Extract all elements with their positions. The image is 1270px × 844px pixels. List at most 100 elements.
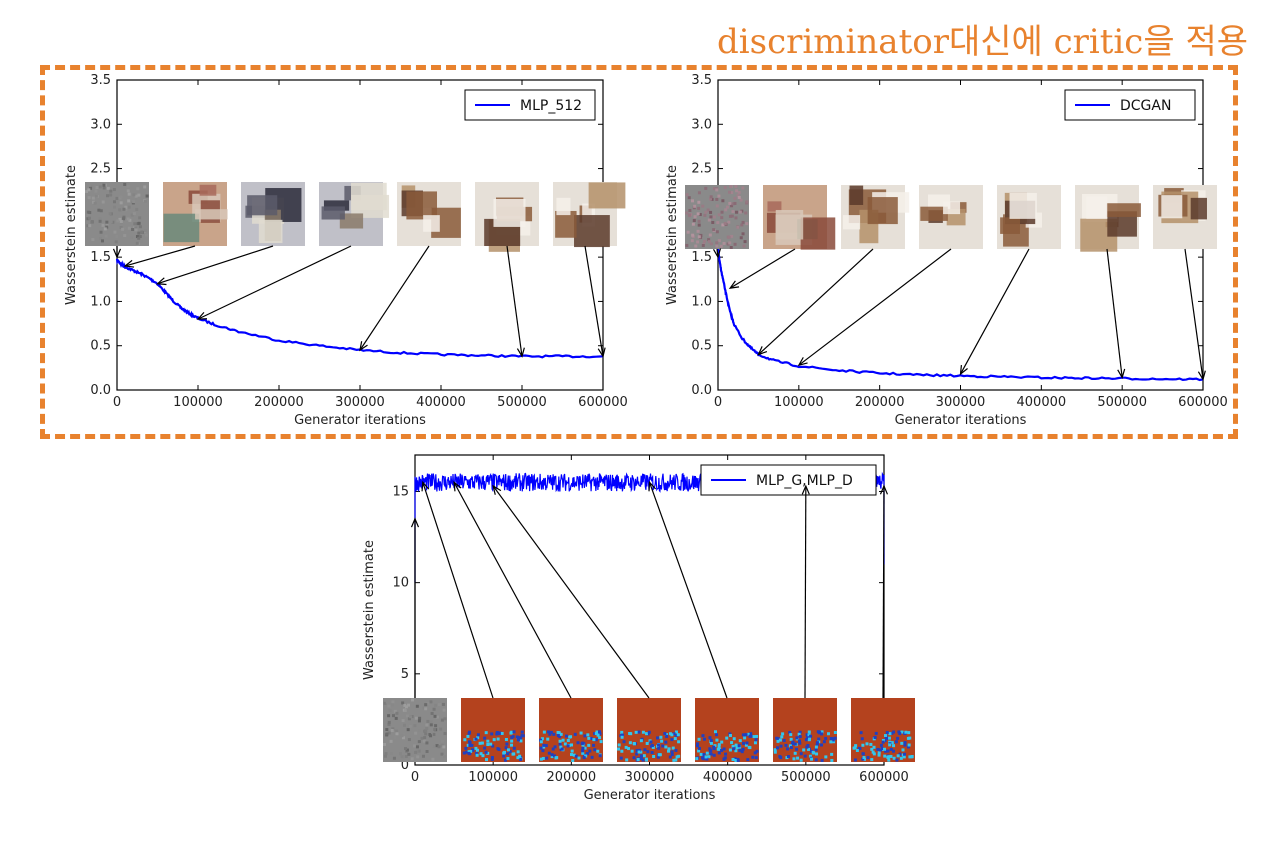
noise-speck <box>99 230 103 234</box>
noise-speck <box>122 215 126 219</box>
noise-speck <box>91 184 95 188</box>
collapsed-speck <box>592 743 596 747</box>
y-tick-label: 1.0 <box>90 294 111 309</box>
noise-speck <box>692 219 696 223</box>
collapsed-speck <box>469 749 473 753</box>
collapsed-speck <box>715 738 719 742</box>
noise-speck <box>729 245 733 249</box>
collapsed-speck <box>901 748 905 752</box>
noise-speck <box>717 194 721 198</box>
collapsed-speck <box>798 735 802 739</box>
collapsed-speck <box>745 741 749 745</box>
collapsed-speck <box>594 738 598 742</box>
noise-speck <box>685 243 689 247</box>
collapsed-speck <box>667 747 671 751</box>
noise-speck <box>694 244 698 248</box>
y-tick-label: 0 <box>401 758 409 773</box>
noise-speck <box>709 242 713 246</box>
noise-speck <box>137 236 141 240</box>
collapsed-speck <box>579 731 583 735</box>
y-tick-label: 1.0 <box>691 294 712 309</box>
arrow-line <box>584 245 604 357</box>
collapsed-speck <box>748 746 752 750</box>
collapsed-speck <box>799 752 803 756</box>
legend-label: MLP_G,MLP_D <box>756 473 853 489</box>
collapsed-speck <box>672 758 676 762</box>
noise-speck <box>727 235 731 239</box>
noise-speck <box>439 727 443 731</box>
noise-speck <box>402 723 406 727</box>
noise-speck <box>744 211 748 215</box>
noise-speck <box>113 230 117 234</box>
collapsed-speck <box>557 731 561 735</box>
room-block <box>775 209 804 240</box>
collapsed-speck <box>910 755 914 759</box>
collapsed-speck <box>778 738 782 742</box>
collapsed-speck <box>541 749 545 753</box>
x-tick-label: 600000 <box>578 395 628 410</box>
collapsed-speck <box>814 758 818 762</box>
collapsed-speck <box>778 755 782 759</box>
collapsed-speck <box>696 744 700 748</box>
noise-speck <box>735 210 739 214</box>
collapsed-speck <box>515 735 519 739</box>
noise-speck <box>691 199 695 203</box>
collapsed-speck <box>728 732 732 736</box>
collapsed-speck <box>755 749 759 753</box>
arrow-head <box>712 248 722 259</box>
collapsed-speck <box>544 744 548 748</box>
noise-speck <box>717 213 721 217</box>
collapsed-speck <box>732 737 736 741</box>
noise-speck <box>428 733 432 737</box>
x-tick-label: 500000 <box>781 770 831 785</box>
room-block <box>323 200 350 211</box>
collapsed-speck <box>808 754 812 758</box>
collapsed-speck <box>646 750 650 754</box>
collapsed-speck <box>804 738 808 742</box>
collapsed-speck <box>505 742 509 746</box>
collapsed-speck <box>675 755 679 759</box>
room-block <box>247 195 278 216</box>
collapsed-speck <box>776 737 780 741</box>
collapsed-speck <box>563 742 567 746</box>
noise-speck <box>109 189 113 193</box>
noise-speck <box>126 217 130 221</box>
collapsed-speck <box>785 756 789 760</box>
x-tick-label: 100000 <box>173 395 223 410</box>
collapsed-speck <box>650 744 654 748</box>
collapsed-speck <box>802 748 806 752</box>
noise-speck <box>129 236 133 240</box>
noise-speck <box>109 193 113 197</box>
collapsed-speck <box>699 752 703 756</box>
collapsed-speck <box>510 739 514 743</box>
collapsed-speck <box>737 744 741 748</box>
collapsed-speck <box>510 736 514 740</box>
noise-speck <box>731 210 735 214</box>
collapsed-speck <box>622 740 626 744</box>
collapsed-speck <box>773 748 777 752</box>
noise-speck <box>390 752 394 756</box>
collapsed-speck <box>705 751 709 755</box>
collapsed-speck <box>639 754 643 758</box>
noise-speck <box>712 228 716 232</box>
noise-speck <box>691 233 695 237</box>
collapsed-speck <box>486 739 490 743</box>
arrow-line <box>959 248 1030 375</box>
collapsed-speck <box>697 749 701 753</box>
noise-speck <box>432 707 436 711</box>
noise-speck <box>143 185 147 189</box>
noise-speck <box>403 709 407 713</box>
noise-speck <box>425 723 429 727</box>
noise-speck <box>387 722 391 726</box>
noise-speck <box>737 195 741 199</box>
x-tick-label: 100000 <box>774 395 824 410</box>
room-block <box>842 215 861 230</box>
collapsed-speck <box>673 737 677 741</box>
collapsed-speck <box>903 741 907 745</box>
noise-speck <box>387 714 391 718</box>
collapsed-speck <box>890 731 894 735</box>
collapsed-speck <box>553 745 557 749</box>
collapsed-speck <box>741 747 745 751</box>
noise-speck <box>113 205 117 209</box>
collapsed-speck <box>471 748 475 752</box>
